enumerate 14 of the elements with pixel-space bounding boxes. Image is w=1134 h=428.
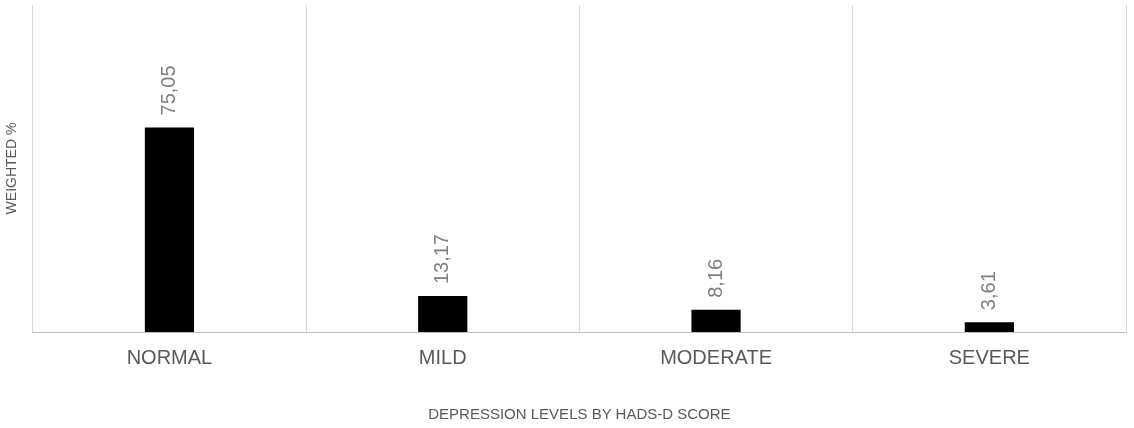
x-tick-label: NORMAL — [126, 345, 213, 368]
x-tick-label: SEVERE — [948, 345, 1030, 368]
bar — [964, 322, 1014, 332]
data-label: 75,05 — [156, 65, 179, 116]
bar — [691, 309, 741, 332]
bar — [144, 127, 195, 332]
data-label: 13,17 — [430, 234, 453, 285]
data-label: 8,16 — [703, 258, 726, 298]
data-label: 3,61 — [976, 271, 999, 311]
x-tick-label: MILD — [418, 345, 467, 368]
y-axis-title: WEIGHTED % — [3, 122, 20, 215]
x-axis-title: DEPRESSION LEVELS BY HADS-D SCORE — [428, 405, 731, 423]
bar — [418, 296, 468, 332]
x-tick-label: MODERATE — [660, 345, 772, 368]
